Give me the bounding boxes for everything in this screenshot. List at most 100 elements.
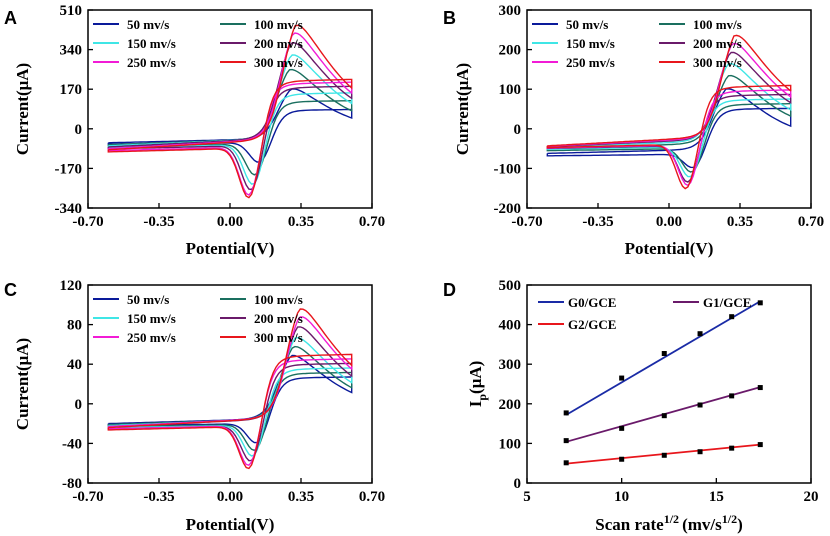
y-axis-label: Current(μA) [453, 63, 472, 155]
legend-label: 50 mv/s [127, 17, 169, 32]
legend-label: 150 mv/s [566, 36, 615, 51]
x-tick-label: 20 [804, 489, 819, 505]
legend-label: 150 mv/s [127, 36, 176, 51]
data-point [757, 385, 763, 391]
panel-label-c: C [4, 280, 17, 300]
y-tick-label: -100 [494, 161, 522, 177]
x-tick-label: 0.35 [727, 214, 753, 230]
cv-curve [546, 62, 792, 178]
legend-label: 150 mv/s [127, 311, 176, 326]
legend-label: 250 mv/s [127, 330, 176, 345]
legend-label: 300 mv/s [254, 55, 303, 70]
panel-label-b: B [443, 8, 456, 28]
curves [107, 308, 353, 470]
y-axis-label-main: I [466, 400, 485, 407]
cv-curve [107, 308, 353, 470]
data-point [757, 442, 763, 448]
cv-curve [107, 345, 353, 452]
fit-line [565, 300, 761, 416]
legend: 50 mv/s 100 mv/s 150 mv/s 200 mv/s 250 mv/s 3… [532, 17, 742, 70]
panel-a: -0.70 -0.35 0.00 0.35 0.70 -340 -170 0 170 340 510… [13, 3, 385, 258]
y-axis-label: Current(μA) [13, 63, 32, 155]
legend-label: 300 mv/s [254, 330, 303, 345]
x-tick-label: 10 [614, 489, 629, 505]
y-tick-label: 200 [499, 397, 522, 413]
legend: G0/GCE G1/GCE G2/GCE [538, 295, 751, 332]
y-tick-label: 200 [499, 43, 522, 59]
ticks: -0.70 -0.35 0.00 0.35 0.70 -340 -170 0 170 340 510 [55, 3, 386, 230]
data-point [661, 351, 667, 357]
data-point [661, 452, 667, 458]
y-tick-label: 300 [499, 357, 522, 373]
legend: 50 mv/s 100 mv/s 150 mv/s 200 mv/s 250 mv/s 3… [93, 17, 303, 70]
y-tick-label: 300 [499, 3, 522, 19]
panel-c: -0.70 -0.35 0.00 0.35 0.70 -80 -40 0 40 80 120 50 … [13, 278, 385, 534]
x-tick-label: -0.35 [582, 214, 613, 230]
x-tick-label: -0.35 [143, 489, 174, 505]
y-tick-label: 0 [75, 122, 83, 138]
plot-frame [526, 284, 812, 484]
x-tick-label: -0.35 [143, 214, 174, 230]
y-tick-label: 340 [60, 43, 83, 59]
panel-b: -0.70 -0.35 0.00 0.35 0.70 -200 -100 0 100 200 300… [453, 3, 824, 258]
data-point [697, 331, 703, 337]
x-tick-label: -0.70 [72, 489, 103, 505]
legend-label: 50 mv/s [566, 17, 608, 32]
data-point [729, 445, 735, 451]
y-tick-label: -340 [55, 201, 83, 217]
x-tick-label: -0.70 [72, 214, 103, 230]
ticks: -0.70 -0.35 0.00 0.35 0.70 -80 -40 0 40 80 120 [60, 278, 386, 505]
x-axis-label-close: ) [737, 515, 743, 534]
y-tick-label: 100 [499, 436, 522, 452]
x-tick-label: 0.00 [217, 489, 243, 505]
x-axis-label-unit-sup: 1/2 [722, 512, 737, 526]
x-tick-label: -0.70 [511, 214, 542, 230]
x-axis-label-main: Scan rate [595, 515, 664, 534]
y-tick-label: -200 [494, 201, 522, 217]
legend-label: 250 mv/s [566, 55, 615, 70]
y-tick-label: 0 [75, 397, 83, 413]
x-tick-label: 0.35 [288, 489, 314, 505]
x-axis-label: Potential(V) [625, 239, 714, 258]
curves [546, 34, 792, 190]
legend: 50 mv/s 100 mv/s 150 mv/s 200 mv/s 250 mv/s 3… [93, 292, 303, 345]
cv-curve [107, 68, 353, 176]
y-tick-label: -40 [62, 436, 82, 452]
cv-curve [107, 24, 353, 199]
y-tick-label: 80 [67, 318, 82, 334]
x-tick-label: 15 [709, 489, 724, 505]
x-tick-label: 0.00 [217, 214, 243, 230]
y-tick-label: 500 [499, 278, 522, 294]
cv-curve [107, 54, 353, 185]
legend-label: 100 mv/s [254, 17, 303, 32]
legend-label: G2/GCE [568, 317, 616, 332]
legend-label: G0/GCE [568, 295, 616, 310]
y-tick-label: 510 [60, 3, 83, 19]
panel-label-a: A [4, 8, 17, 28]
data-point [563, 460, 569, 466]
x-tick-label: 0.70 [798, 214, 824, 230]
y-axis-label-sub: p [475, 394, 489, 401]
legend-label: 100 mv/s [254, 292, 303, 307]
x-tick-label: 0.70 [359, 489, 385, 505]
legend-label: 200 mv/s [254, 311, 303, 326]
legend-label: 300 mv/s [693, 55, 742, 70]
x-axis-label: Potential(V) [186, 239, 275, 258]
cv-curve [546, 51, 792, 183]
legend-label: G1/GCE [703, 295, 751, 310]
x-axis-label: Scan rate1/2 (mv/s1/2) [595, 512, 743, 534]
data-point [697, 449, 703, 455]
data-point [563, 438, 569, 444]
legend-label: 200 mv/s [254, 36, 303, 51]
y-tick-label: 400 [499, 318, 522, 334]
data-point [729, 314, 735, 320]
data-points [563, 300, 763, 466]
cv-curve [546, 34, 792, 190]
cv-curve [546, 88, 792, 169]
ticks: -0.70 -0.35 0.00 0.35 0.70 -200 -100 0 100 200 300 [494, 3, 825, 230]
data-point [729, 393, 735, 399]
panel-label-d: D [443, 280, 456, 300]
y-axis-label: Current(μA) [13, 338, 32, 430]
